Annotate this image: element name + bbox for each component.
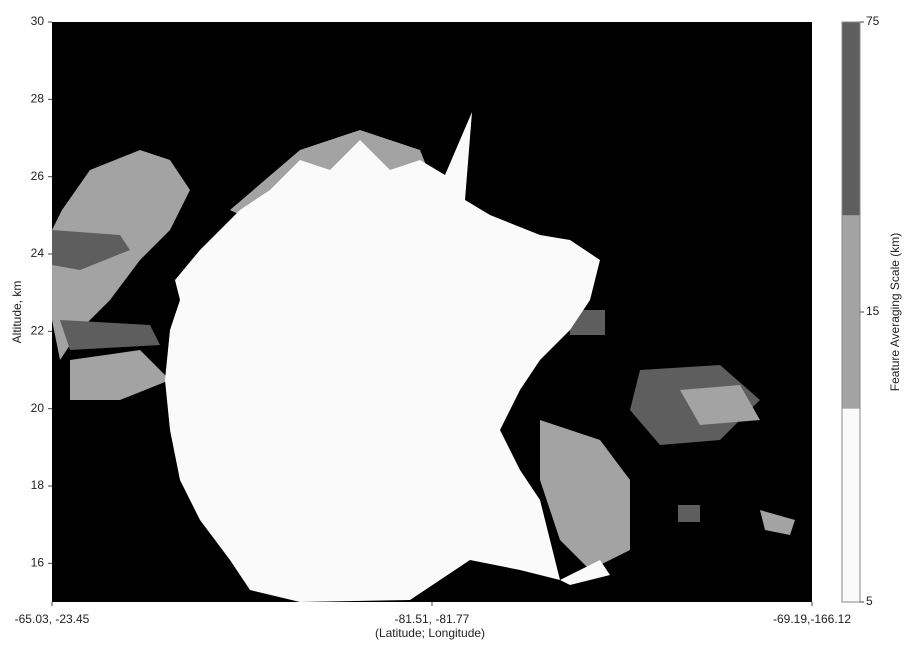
feature-patch [560,560,610,585]
x-tick-label: -65.03, -23.45 [15,612,90,626]
feature-patch [678,505,700,522]
feature-patch [60,320,160,350]
x-tick-label: -69.19,-166.12 [773,612,851,626]
plot-area [52,22,812,602]
y-tick-label: 30 [31,14,45,28]
colorbar-label: Feature Averaging Scale (km) [888,233,902,392]
feature-patch [52,150,190,360]
colorbar-tick-label: 75 [866,14,880,28]
x-tick-label: -81.51, -81.77 [395,612,470,626]
colorbar-tick-label: 15 [866,304,880,318]
feature-patch [70,350,170,400]
feature-patch [760,510,795,535]
y-tick-label: 18 [31,478,45,492]
feature-patch [52,230,130,270]
feature-patch [680,385,760,425]
y-tick-label: 24 [31,246,45,260]
y-tick-label: 28 [31,92,45,106]
feature-patches [52,112,795,602]
x-axis-label: (Latitude; Longitude) [375,626,485,640]
colorbar-segment [842,22,860,216]
colorbar-tick-label: 5 [866,594,873,608]
y-tick-label: 26 [31,169,45,183]
colorbar-segment [842,215,860,409]
feature-patch [540,420,630,570]
y-tick-label: 20 [31,401,45,415]
colorbar-segment [842,408,860,602]
y-tick-label: 22 [31,324,45,338]
y-tick-label: 16 [31,556,45,570]
y-axis-label: Altitude, km [10,281,24,344]
feature-patch [165,112,600,602]
